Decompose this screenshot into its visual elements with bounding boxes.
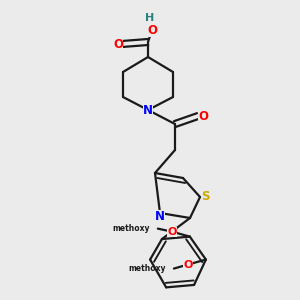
Text: O: O: [198, 110, 208, 122]
Text: O: O: [183, 260, 193, 270]
Text: O: O: [167, 226, 176, 237]
Text: methoxy: methoxy: [128, 264, 166, 273]
Text: S: S: [201, 190, 209, 203]
Text: methoxy: methoxy: [112, 224, 150, 233]
Text: O: O: [147, 23, 157, 37]
Text: O: O: [113, 38, 123, 50]
Text: H: H: [146, 13, 154, 23]
Text: N: N: [143, 103, 153, 116]
Text: N: N: [155, 209, 165, 223]
